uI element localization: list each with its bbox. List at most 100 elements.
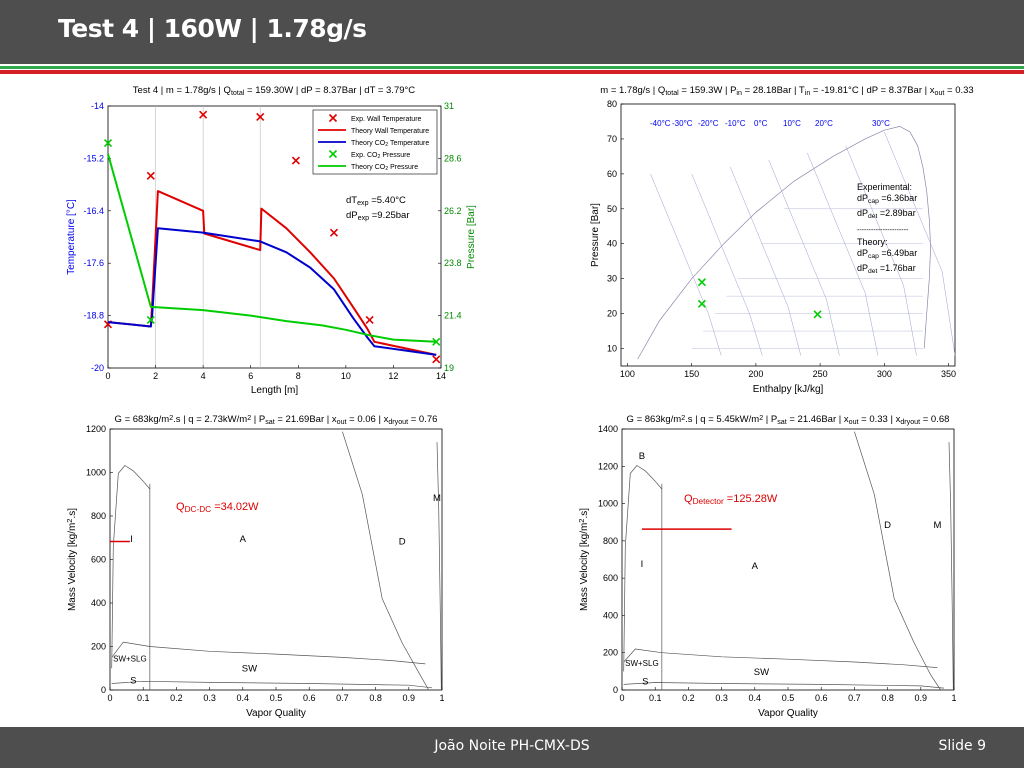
chart3-y-tick-label: 1200 [86, 424, 106, 434]
chart2-ylabel: Pressure [Bar] [590, 203, 601, 267]
chart3-boundary-dryout [342, 431, 430, 691]
chart4-region-label: B [639, 451, 645, 462]
chart4-y-tick-label: 600 [603, 573, 618, 583]
chart2-isotherm-label: -40°C [650, 119, 671, 128]
chart4-xlabel: Vapor Quality [758, 708, 818, 719]
chart1-series-point [432, 337, 441, 346]
chart1-series-line-1 [107, 190, 437, 356]
chart2-x-tick-label: 150 [684, 369, 699, 379]
chart1-x-tick-label: 8 [296, 371, 301, 381]
chart2-annotation: Experimental: [857, 182, 912, 192]
chart2-point [697, 278, 706, 287]
chart2-isotherm-label: 20°C [815, 119, 833, 128]
chart3-x-tick-label: 0.9 [403, 693, 416, 703]
chart1-series-point [256, 112, 265, 121]
chart3-boundary-hump [111, 465, 151, 669]
chart2-x-tick-label: 250 [813, 369, 828, 379]
chart3-region-label: S [130, 675, 136, 686]
chart2-y-tick-label: 40 [607, 239, 617, 249]
chart3-x-tick-label: 0.8 [369, 693, 382, 703]
chart1-x-tick-label: 4 [201, 371, 206, 381]
chart4-boundary-sw [623, 648, 938, 668]
header-green-stripe [0, 66, 1024, 69]
chart1-series-point [329, 228, 339, 237]
chart2-point [697, 299, 706, 308]
chart2-y-tick-label: 20 [607, 309, 617, 319]
chart3-region-label: SW+SLG [113, 655, 147, 664]
chart2-saturation-dome [637, 126, 931, 360]
chart3-x-tick-label: 1 [439, 693, 444, 703]
chart4-region-label: I [641, 559, 644, 570]
chart3-x-tick-label: 0.3 [203, 693, 216, 703]
chart4-ylabel: Mass Velocity [kg/m2.s] [577, 508, 590, 611]
chart1-x-tick-label: 0 [105, 371, 110, 381]
chart4-x-tick-label: 0.3 [715, 693, 728, 703]
chart1-series-line-4 [107, 153, 437, 343]
chart3-region-label: M [433, 493, 441, 504]
chart2-y-tick-label: 50 [607, 204, 617, 214]
slide-header: Test 4 | 160W | 1.78g/s [0, 0, 1024, 64]
chart4-boundary-mist [948, 442, 954, 691]
chart1-xlabel: Length [m] [251, 385, 298, 396]
chart2-annotation: ---------------------- [857, 227, 909, 234]
chart3-y-tick-label: 200 [91, 642, 106, 652]
chart1-y2-tick-label: 26.2 [444, 206, 462, 216]
chart3-y-tick-label: 0 [101, 685, 106, 695]
chart1-y2label: Pressure [Bar] [466, 205, 477, 269]
chart1-title: Test 4 | m = 1.78g/s | Qtotal = 159.30W … [133, 85, 416, 97]
chart4-region-label: A [752, 561, 759, 572]
chart1-series-point [199, 110, 208, 119]
chart2-isotherm [768, 159, 840, 356]
chart2-x-tick-label: 300 [877, 369, 892, 379]
chart4-y-tick-label: 400 [603, 610, 618, 620]
chart1-y-tick-label: -17.6 [83, 258, 104, 268]
chart4-y-tick-label: 1200 [598, 461, 618, 471]
chart2-point [813, 310, 822, 319]
chart3-y-tick-label: 800 [91, 511, 106, 521]
chart2-x-tick-label: 100 [620, 369, 635, 379]
chart2-annotation: dPdet =2.89bar [857, 208, 916, 220]
chart4-region-label: D [884, 520, 891, 531]
chart1-y2-tick-label: 31 [444, 101, 454, 111]
chart3-region-label: A [240, 534, 247, 545]
chart1-y2-tick-label: 21.4 [444, 311, 462, 321]
chart3-y-tick-label: 1000 [86, 468, 106, 478]
slide-footer: João Noite PH-CMX-DS Slide 9 [0, 727, 1024, 768]
chart1-series-point [432, 355, 441, 364]
slide-title: Test 4 | 160W | 1.78g/s [58, 14, 367, 43]
chart1-legend-label: Theory CO2 Temperature [351, 140, 429, 148]
chart1-legend-label: Theory CO2 Pressure [351, 164, 418, 172]
chart1-legend-marker [328, 149, 338, 159]
chart1-x-tick-label: 6 [248, 371, 253, 381]
chart2-isotherm-label: 30°C [872, 119, 890, 128]
chart3-heat-annotation: QDC-DC =34.02W [176, 501, 259, 514]
chart1-y2-tick-label: 19 [444, 363, 454, 373]
chart1-legend-marker [328, 113, 338, 123]
chart2-x-tick-label: 350 [941, 369, 956, 379]
chart3-x-tick-label: 0.2 [170, 693, 183, 703]
chart2-isotherm [729, 166, 802, 356]
chart1-legend-label: Theory Wall Temperature [351, 128, 429, 135]
chart4-x-tick-label: 0.1 [649, 693, 662, 703]
chart1-series-line-2 [107, 227, 437, 356]
chart4-region-label: SW+SLG [625, 659, 659, 668]
chart4-x-tick-label: 0 [619, 693, 624, 703]
chart2-isotherm-label: 0°C [754, 119, 768, 128]
chart4-title: G = 863kg/m2.s | q = 5.45kW/m2 | Psat = … [627, 414, 950, 426]
chart1-series-point [291, 156, 300, 165]
chart1-x-tick-label: 10 [341, 371, 351, 381]
chart3-region-label: D [399, 536, 406, 547]
chart1-x-tick-label: 14 [436, 371, 446, 381]
chart2-isotherm [884, 131, 956, 356]
chart4-heat-annotation: QDetector =125.28W [684, 493, 778, 506]
chart2-annotation: dPdet =1.76bar [857, 263, 916, 275]
chart1-series-point [103, 139, 113, 148]
footer-slide-number: Slide 9 [938, 738, 986, 754]
chart3-x-tick-label: 0.4 [237, 693, 250, 703]
chart3-x-tick-label: 0.7 [336, 693, 349, 703]
chart1-x-tick-label: 2 [153, 371, 158, 381]
chart2-isotherm-label: -20°C [698, 119, 719, 128]
chart3-title: G = 683kg/m2.s | q = 2.73kW/m2 | Psat = … [115, 414, 438, 426]
chart1-annotation-dt: dTexp =5.40°C [346, 195, 406, 207]
chart3-y-tick-label: 400 [91, 598, 106, 608]
